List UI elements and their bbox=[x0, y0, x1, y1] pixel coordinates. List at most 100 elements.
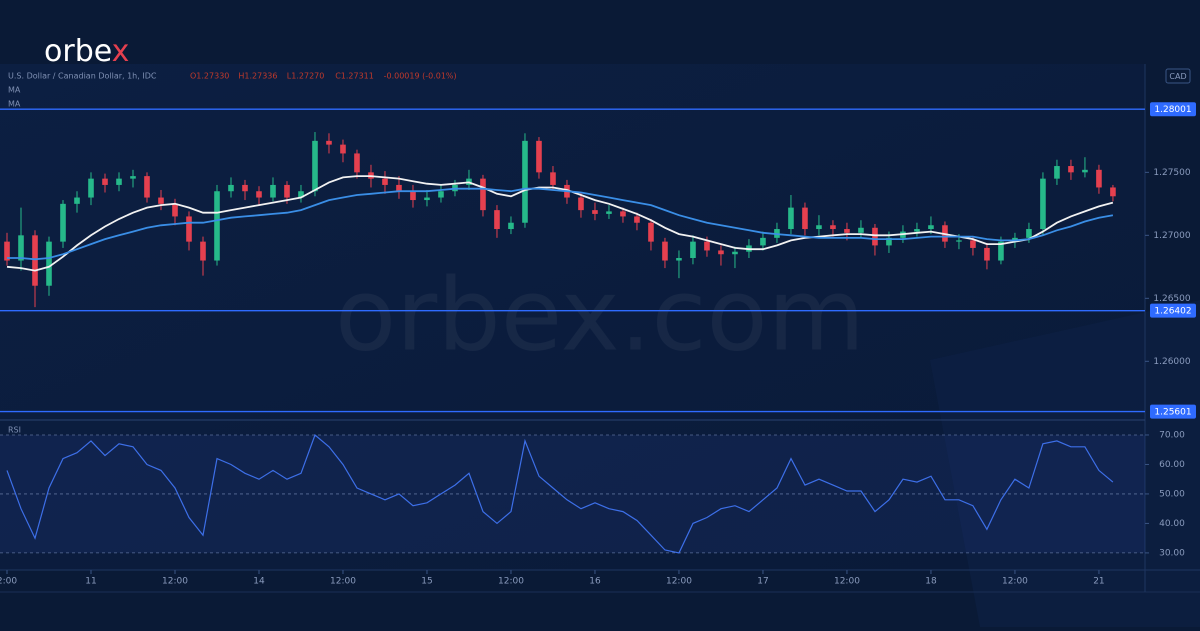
candle-body bbox=[396, 184, 402, 192]
candle-body bbox=[662, 241, 668, 261]
level-label: 1.25601 bbox=[1154, 408, 1191, 418]
candle-body bbox=[284, 184, 290, 198]
candle-body bbox=[256, 191, 262, 198]
y-tick-label: 1.27500 bbox=[1153, 168, 1190, 178]
logo-accent: x bbox=[112, 34, 130, 69]
level-label: 1.26402 bbox=[1154, 307, 1191, 317]
candle-body bbox=[984, 247, 990, 261]
candle-body bbox=[438, 191, 444, 198]
candle-body bbox=[158, 197, 164, 204]
candle-body bbox=[718, 250, 724, 255]
candle-body bbox=[704, 241, 710, 251]
candle-body bbox=[928, 225, 934, 230]
candle-body bbox=[858, 227, 864, 233]
currency-label: CAD bbox=[1169, 72, 1186, 81]
candle-body bbox=[788, 207, 794, 230]
candle-body bbox=[620, 211, 626, 217]
y-tick-label: 1.26000 bbox=[1153, 357, 1190, 367]
currency-box bbox=[1165, 68, 1191, 84]
candle-body bbox=[410, 191, 416, 201]
candle-body bbox=[186, 216, 192, 242]
candle-body bbox=[32, 235, 38, 286]
decor-shape bbox=[930, 300, 1200, 627]
candle-body bbox=[200, 241, 206, 261]
y-tick-label: 1.26500 bbox=[1153, 294, 1190, 304]
y-tick-label: 60.00 bbox=[1159, 460, 1185, 470]
candle-body bbox=[830, 225, 836, 230]
candle-body bbox=[340, 144, 346, 154]
candle-body bbox=[1054, 166, 1060, 179]
candle-body bbox=[74, 197, 80, 204]
candle-body bbox=[298, 191, 304, 198]
y-tick-label: 50.00 bbox=[1159, 489, 1185, 499]
plot-layer: 1.27500 1.27000 1.26500 1.26000 2:00 11 12:00 1… bbox=[0, 68, 1196, 587]
y-tick-label: 40.00 bbox=[1159, 519, 1185, 529]
candle-body bbox=[46, 241, 52, 286]
x-tick-label: 12:00 bbox=[834, 577, 860, 587]
y-tick-label: 70.00 bbox=[1159, 430, 1185, 440]
level-tag bbox=[1150, 404, 1196, 419]
level-tag bbox=[1150, 303, 1196, 318]
candle-body bbox=[326, 140, 332, 145]
candle-body bbox=[914, 229, 920, 232]
candle-body bbox=[634, 216, 640, 223]
ma-label: MA bbox=[8, 86, 21, 95]
candle-body bbox=[508, 222, 514, 230]
candle-body bbox=[1026, 229, 1032, 238]
x-tick-label: 12:00 bbox=[330, 577, 356, 587]
candle-body bbox=[886, 237, 892, 246]
x-tick-label: 11 bbox=[85, 577, 96, 587]
candle-body bbox=[760, 237, 766, 246]
x-tick-label: 16 bbox=[589, 577, 601, 587]
x-tick-label: 21 bbox=[1093, 577, 1104, 587]
x-tick-label: 12:00 bbox=[1002, 577, 1028, 587]
candle-body bbox=[494, 210, 500, 230]
y-tick-label: 1.27000 bbox=[1153, 231, 1190, 241]
y-tick-label: 30.00 bbox=[1159, 548, 1185, 558]
ohlc-readout: -0.00019 (-0.01%) bbox=[384, 72, 457, 81]
candle-body bbox=[382, 178, 388, 185]
logo-text: orbe bbox=[44, 34, 112, 69]
candle-body bbox=[648, 222, 654, 242]
logo: orbex bbox=[44, 34, 129, 69]
candle-body bbox=[354, 153, 360, 173]
candle-body bbox=[732, 251, 738, 255]
candle-body bbox=[578, 197, 584, 211]
candle-body bbox=[690, 241, 696, 259]
candle-body bbox=[1110, 187, 1116, 197]
candle-body bbox=[228, 184, 234, 192]
candle-body bbox=[312, 140, 318, 192]
candle-body bbox=[1040, 178, 1046, 230]
ohlc-readout: C1.27311 bbox=[335, 72, 374, 81]
candle-body bbox=[270, 184, 276, 198]
candle-body bbox=[536, 140, 542, 173]
candle-body bbox=[998, 241, 1004, 261]
ohlc-readout: O1.27330 bbox=[190, 72, 229, 81]
candle-body bbox=[172, 203, 178, 217]
candle-body bbox=[480, 178, 486, 211]
moving-average bbox=[6, 175, 1114, 272]
legend-header: U.S. Dollar / Canadian Dollar, 1h, IDC bbox=[8, 72, 157, 81]
candle-body bbox=[4, 241, 10, 261]
rsi-line bbox=[6, 433, 1114, 554]
candle-body bbox=[214, 191, 220, 261]
candle-body bbox=[550, 172, 556, 185]
x-tick-label: 14 bbox=[253, 577, 265, 587]
candle-body bbox=[802, 207, 808, 230]
ohlc-readout: H1.27336 bbox=[238, 72, 277, 81]
candle-body bbox=[606, 211, 612, 214]
x-tick-label: 15 bbox=[421, 577, 432, 587]
candle-body bbox=[522, 140, 528, 223]
x-tick-label: 12:00 bbox=[498, 577, 524, 587]
candle-body bbox=[18, 235, 24, 261]
ma-label: MA bbox=[8, 100, 21, 109]
candle-body bbox=[1096, 169, 1102, 188]
candle-body bbox=[424, 197, 430, 201]
x-tick-label: 12:00 bbox=[162, 577, 188, 587]
candle-body bbox=[102, 178, 108, 185]
ohlc-readout: L1.27270 bbox=[287, 72, 325, 81]
candle-body bbox=[676, 258, 682, 261]
level-tag bbox=[1150, 102, 1196, 117]
